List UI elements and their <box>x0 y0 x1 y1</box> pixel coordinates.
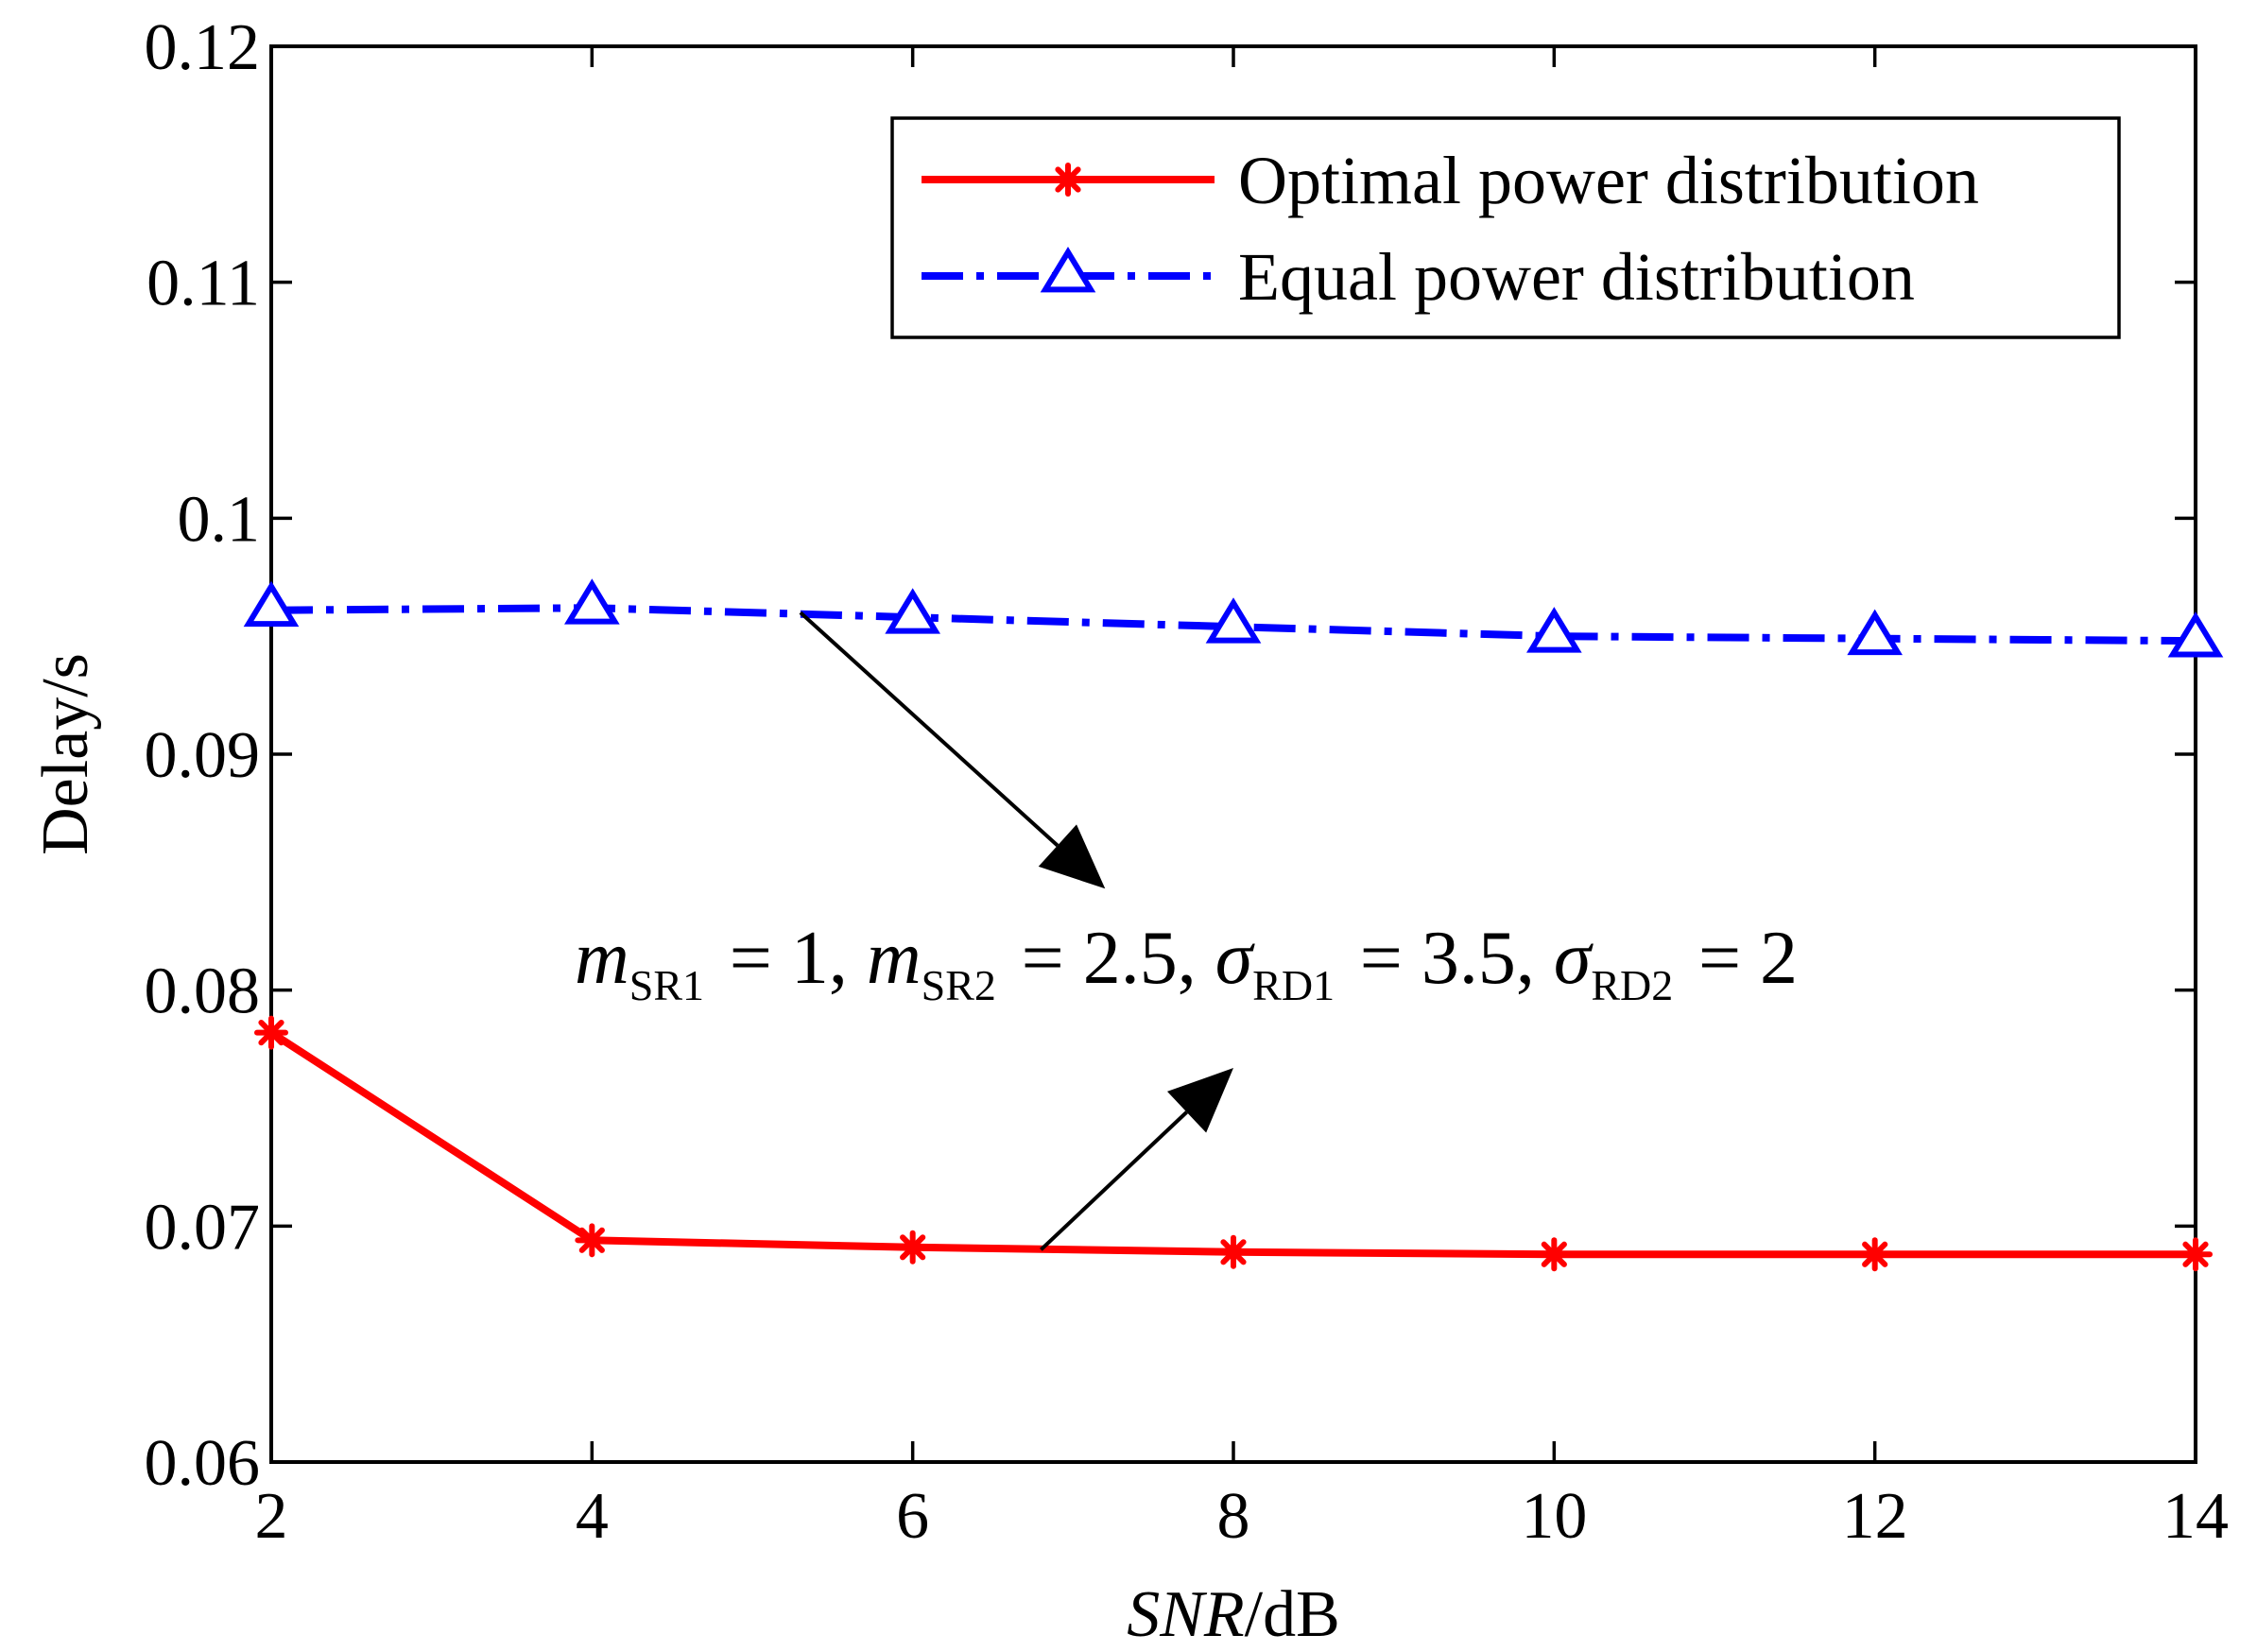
annotation-part: = 1, <box>711 917 867 1000</box>
x-tick-label: 8 <box>1217 1480 1250 1553</box>
y-tick-label: 0.07 <box>145 1191 261 1264</box>
annotation-subscript: RD1 <box>1252 961 1335 1009</box>
x-tick-label: 12 <box>1842 1480 1908 1553</box>
y-tick-label: 0.12 <box>145 11 261 84</box>
asterisk-marker <box>575 1223 610 1258</box>
triangle-marker <box>1040 247 1096 293</box>
annotation-subscript: RD2 <box>1591 961 1673 1009</box>
triangle-marker <box>1847 609 1903 656</box>
legend-label-equal: Equal power distribution <box>1238 239 1915 315</box>
x-tick-label: 10 <box>1521 1480 1587 1553</box>
asterisk-marker <box>1216 1234 1250 1269</box>
annotation-part: = 2 <box>1680 917 1798 1000</box>
triangle-marker <box>243 580 300 628</box>
annotation-subscript: SR1 <box>629 961 704 1009</box>
x-tick-label: 14 <box>2162 1480 2229 1553</box>
x-axis-label-unit: /dB <box>1245 1578 1340 1651</box>
triangle-marker <box>564 578 620 625</box>
asterisk-marker <box>1537 1237 1572 1272</box>
y-tick-label: 0.1 <box>178 483 261 556</box>
x-tick-label: 2 <box>255 1480 288 1553</box>
x-tick-label: 4 <box>576 1480 609 1553</box>
y-axis-ticks: 0.06 0.07 0.08 0.09 0.1 0.11 0.12 <box>145 11 2196 1500</box>
x-tick-label: 6 <box>896 1480 929 1553</box>
annotation-arrow-head <box>1166 1068 1233 1133</box>
annotation-part: σ <box>1554 917 1594 1000</box>
y-tick-label: 0.09 <box>145 719 261 792</box>
asterisk-marker <box>1051 163 1085 197</box>
triangle-marker <box>2167 611 2224 658</box>
annotation-part: σ <box>1215 917 1255 1000</box>
triangle-marker <box>1526 607 1582 653</box>
parameter-annotation: mSR1 = 1, mSR2 = 2.5, σRD1 = 3.5, σRD2 =… <box>575 917 1798 1009</box>
annotation-arrow-shaft <box>1040 1110 1188 1251</box>
y-tick-label: 0.06 <box>145 1427 261 1500</box>
annotation-part: = 2.5, <box>1003 917 1215 1000</box>
annotation-subscript: SR2 <box>922 961 996 1009</box>
annotation-part: m <box>867 917 922 1000</box>
x-axis-label-italic: SNR <box>1127 1578 1244 1651</box>
x-axis-label: SNR/dB <box>1127 1578 1340 1651</box>
legend: Optimal power distribution Equal power d… <box>890 116 2121 339</box>
annotation-part: = 3.5, <box>1341 917 1554 1000</box>
series-layer <box>243 578 2224 1272</box>
asterisk-marker <box>1857 1237 1892 1272</box>
y-axis-label: Delay/s <box>29 653 102 855</box>
legend-label-optimal: Optimal power distribution <box>1238 143 1979 218</box>
asterisk-marker <box>254 1015 288 1050</box>
triangle-marker <box>885 588 940 634</box>
legend-marker-optimal <box>1051 163 1085 197</box>
annotation-arrow-head <box>1038 824 1106 889</box>
legend-marker-equal <box>1040 247 1096 293</box>
triangle-marker <box>1205 597 1262 644</box>
annotation-arrows <box>799 611 1233 1251</box>
legend-box <box>890 116 2121 339</box>
annotation-part: m <box>575 917 629 1000</box>
asterisk-marker <box>895 1230 930 1265</box>
asterisk-marker <box>2179 1237 2213 1272</box>
x-axis-ticks: 2 4 6 8 10 12 14 <box>255 46 2229 1553</box>
annotation-arrow-shaft <box>799 611 1060 848</box>
y-tick-label: 0.11 <box>146 248 260 320</box>
y-tick-label: 0.08 <box>145 955 261 1028</box>
